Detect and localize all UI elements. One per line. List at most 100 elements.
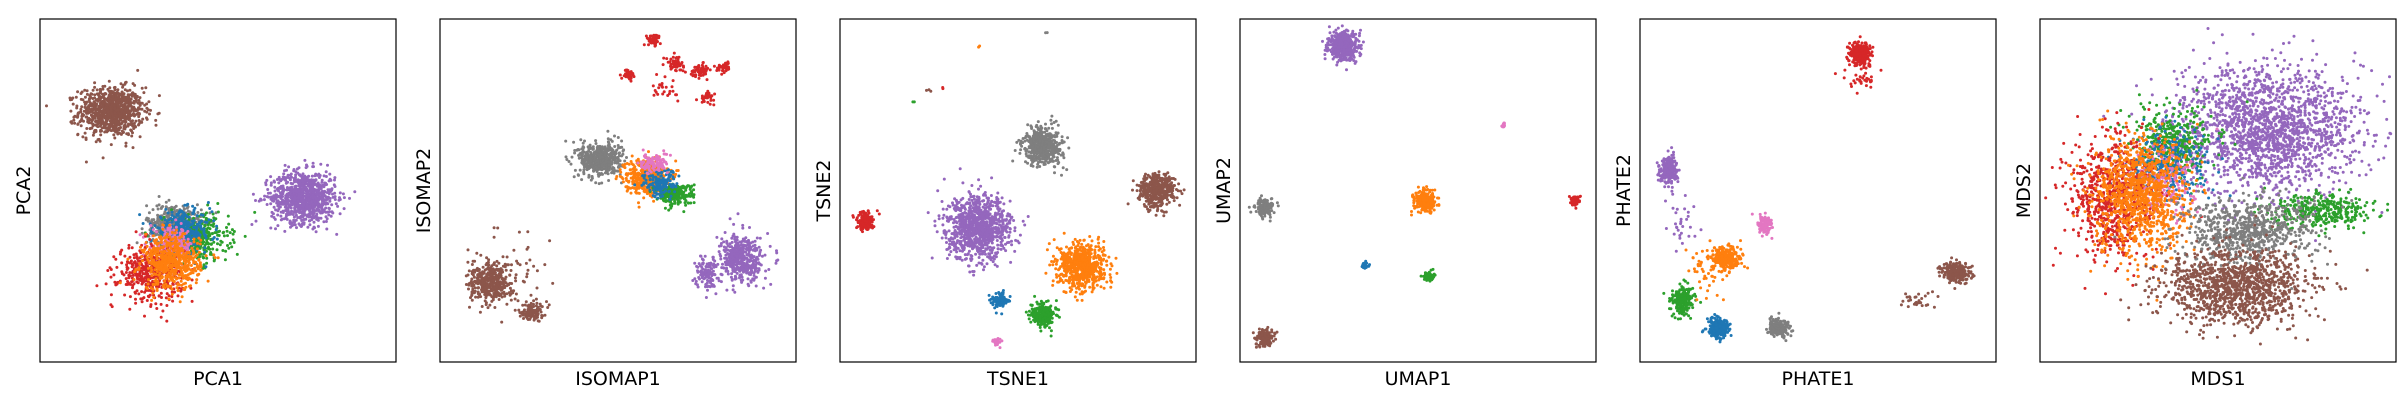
scatter-point xyxy=(712,103,716,107)
scatter-point xyxy=(128,88,132,92)
scatter-point xyxy=(666,94,670,97)
scatter-point xyxy=(205,211,208,215)
scatter-point xyxy=(215,237,219,241)
scatter-point xyxy=(143,290,147,294)
scatter-point xyxy=(126,132,130,136)
scatter-point xyxy=(313,200,317,204)
scatter-point xyxy=(162,223,165,227)
scatter-point xyxy=(253,210,257,214)
scatter-point xyxy=(327,190,331,194)
scatter-point xyxy=(187,251,191,255)
scatter-point xyxy=(674,93,678,97)
scatter-point xyxy=(145,204,149,208)
scatter-point xyxy=(147,100,151,104)
scatter-point xyxy=(164,275,168,279)
scatter-point xyxy=(293,223,297,227)
scatter-point xyxy=(216,242,219,246)
scatter-point xyxy=(127,273,131,277)
scatter-point xyxy=(621,149,625,153)
scatter-point xyxy=(281,198,284,202)
scatter-point xyxy=(176,294,180,298)
scatter-point xyxy=(604,148,607,152)
scatter-point xyxy=(124,144,128,148)
scatter-point xyxy=(95,112,99,115)
scatter-point xyxy=(101,95,105,99)
scatter-point xyxy=(315,217,319,221)
scatter-point xyxy=(191,231,195,235)
scatter-point xyxy=(254,199,257,202)
scatter-point xyxy=(324,210,328,214)
scatter-point xyxy=(173,235,177,239)
scatter-point xyxy=(124,271,128,274)
scatter-point xyxy=(600,167,603,171)
scatter-point xyxy=(700,96,704,100)
scatter-point xyxy=(146,274,150,278)
scatter-point xyxy=(314,230,318,234)
scatter-point xyxy=(162,283,166,287)
scatter-point xyxy=(167,271,171,275)
scatter-point xyxy=(324,170,328,174)
scatter-point xyxy=(189,257,193,261)
scatter-point xyxy=(629,79,633,83)
scatter-point xyxy=(179,267,183,271)
scatter-point xyxy=(591,145,595,149)
scatter-point xyxy=(116,88,120,92)
scatter-point xyxy=(147,211,151,215)
scatter-point xyxy=(295,209,299,213)
scatter-point xyxy=(163,218,167,222)
scatter-point xyxy=(303,158,307,162)
scatter-point xyxy=(205,261,209,265)
scatter-point xyxy=(312,220,316,224)
scatter-point xyxy=(124,80,128,84)
scatter-point xyxy=(298,215,302,219)
scatter-point xyxy=(286,173,290,177)
scatter-point xyxy=(119,98,123,102)
scatter-point xyxy=(75,115,79,119)
scatter-point xyxy=(169,238,173,242)
scatter-point xyxy=(112,119,116,123)
scatter-point xyxy=(104,282,108,286)
scatter-point xyxy=(115,90,119,94)
scatter-point xyxy=(280,185,284,189)
scatter-point xyxy=(671,79,675,83)
scatter-point xyxy=(182,256,186,260)
scatter-point xyxy=(124,125,128,129)
scatter-point xyxy=(602,164,605,168)
scatter-point xyxy=(581,148,585,152)
scatter-point xyxy=(96,138,100,142)
scatter-point xyxy=(144,86,148,90)
scatter-point xyxy=(159,207,163,210)
scatter-point xyxy=(126,124,130,128)
scatter-point xyxy=(153,263,157,267)
scatter-point xyxy=(573,168,577,172)
scatter-point xyxy=(71,96,75,100)
scatter-point xyxy=(223,258,227,262)
scatter-point xyxy=(642,43,646,47)
scatter-point xyxy=(145,251,149,255)
scatter-point xyxy=(137,98,141,102)
scatter-point xyxy=(99,133,103,137)
scatter-point xyxy=(149,270,153,274)
scatter-point xyxy=(140,255,144,259)
scatter-point xyxy=(178,210,181,214)
scatter-point xyxy=(192,219,196,223)
scatter-point xyxy=(243,234,247,238)
scatter-point xyxy=(265,203,269,206)
scatter-point xyxy=(145,244,149,248)
scatter-point xyxy=(166,228,170,232)
scatter-point xyxy=(164,207,168,211)
scatter-point xyxy=(168,252,172,256)
scatter-point xyxy=(313,226,316,230)
scatter-point xyxy=(175,286,179,290)
scatter-point xyxy=(119,82,123,86)
scatter-point xyxy=(186,226,190,230)
scatter-point xyxy=(585,164,589,168)
scatter-point xyxy=(296,203,300,207)
scatter-point xyxy=(153,240,157,244)
scatter-point xyxy=(705,78,709,82)
scatter-point xyxy=(125,101,129,104)
scatter-point xyxy=(250,223,254,226)
scatter-point xyxy=(663,75,667,79)
scatter-point xyxy=(651,84,655,88)
scatter-point xyxy=(709,98,713,102)
